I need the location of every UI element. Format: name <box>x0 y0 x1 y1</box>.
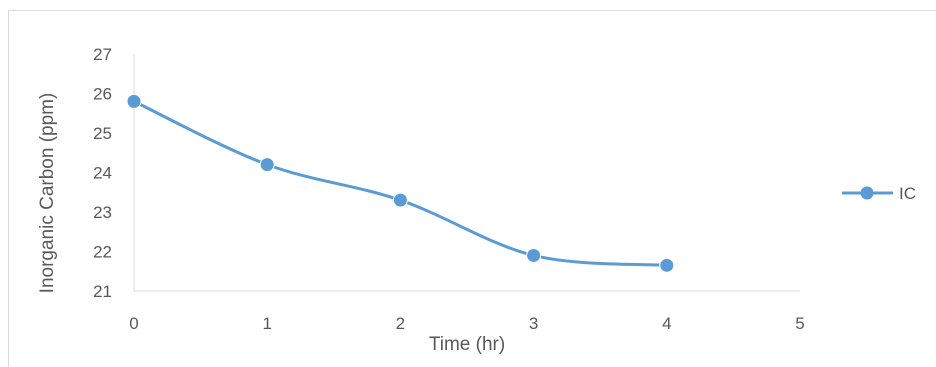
x-tick-label: 2 <box>396 314 405 333</box>
y-axis-ticks: 21 22 23 24 25 26 27 <box>93 45 112 301</box>
y-axis-title: Inorganic Carbon (ppm) <box>37 93 58 294</box>
x-tick-label: 0 <box>129 314 138 333</box>
legend-marker-ic <box>860 186 874 200</box>
legend-label-ic: IC <box>899 184 916 203</box>
x-tick-label: 5 <box>795 314 804 333</box>
y-tick-label: 27 <box>93 45 112 64</box>
y-tick-label: 24 <box>93 164 112 183</box>
y-tick-label: 26 <box>93 85 112 104</box>
y-tick-label: 22 <box>93 243 112 262</box>
chart-frame-top <box>8 10 936 11</box>
data-point <box>259 157 275 173</box>
x-tick-label: 3 <box>529 314 538 333</box>
series-layer <box>126 93 675 273</box>
y-tick-label: 21 <box>93 282 112 301</box>
legend: IC <box>842 184 916 203</box>
x-axis-title: Time (hr) <box>429 334 505 355</box>
chart-frame-left <box>8 10 9 367</box>
y-tick-label: 25 <box>93 124 112 143</box>
data-point <box>526 247 542 263</box>
data-point <box>126 93 142 109</box>
x-axis-ticks: 0 1 2 3 4 5 <box>129 314 804 333</box>
y-tick-label: 23 <box>93 203 112 222</box>
x-tick-label: 4 <box>662 314 671 333</box>
data-point <box>659 257 675 273</box>
series-line-ic <box>133 100 667 267</box>
x-tick-label: 1 <box>262 314 271 333</box>
data-point <box>392 192 408 208</box>
